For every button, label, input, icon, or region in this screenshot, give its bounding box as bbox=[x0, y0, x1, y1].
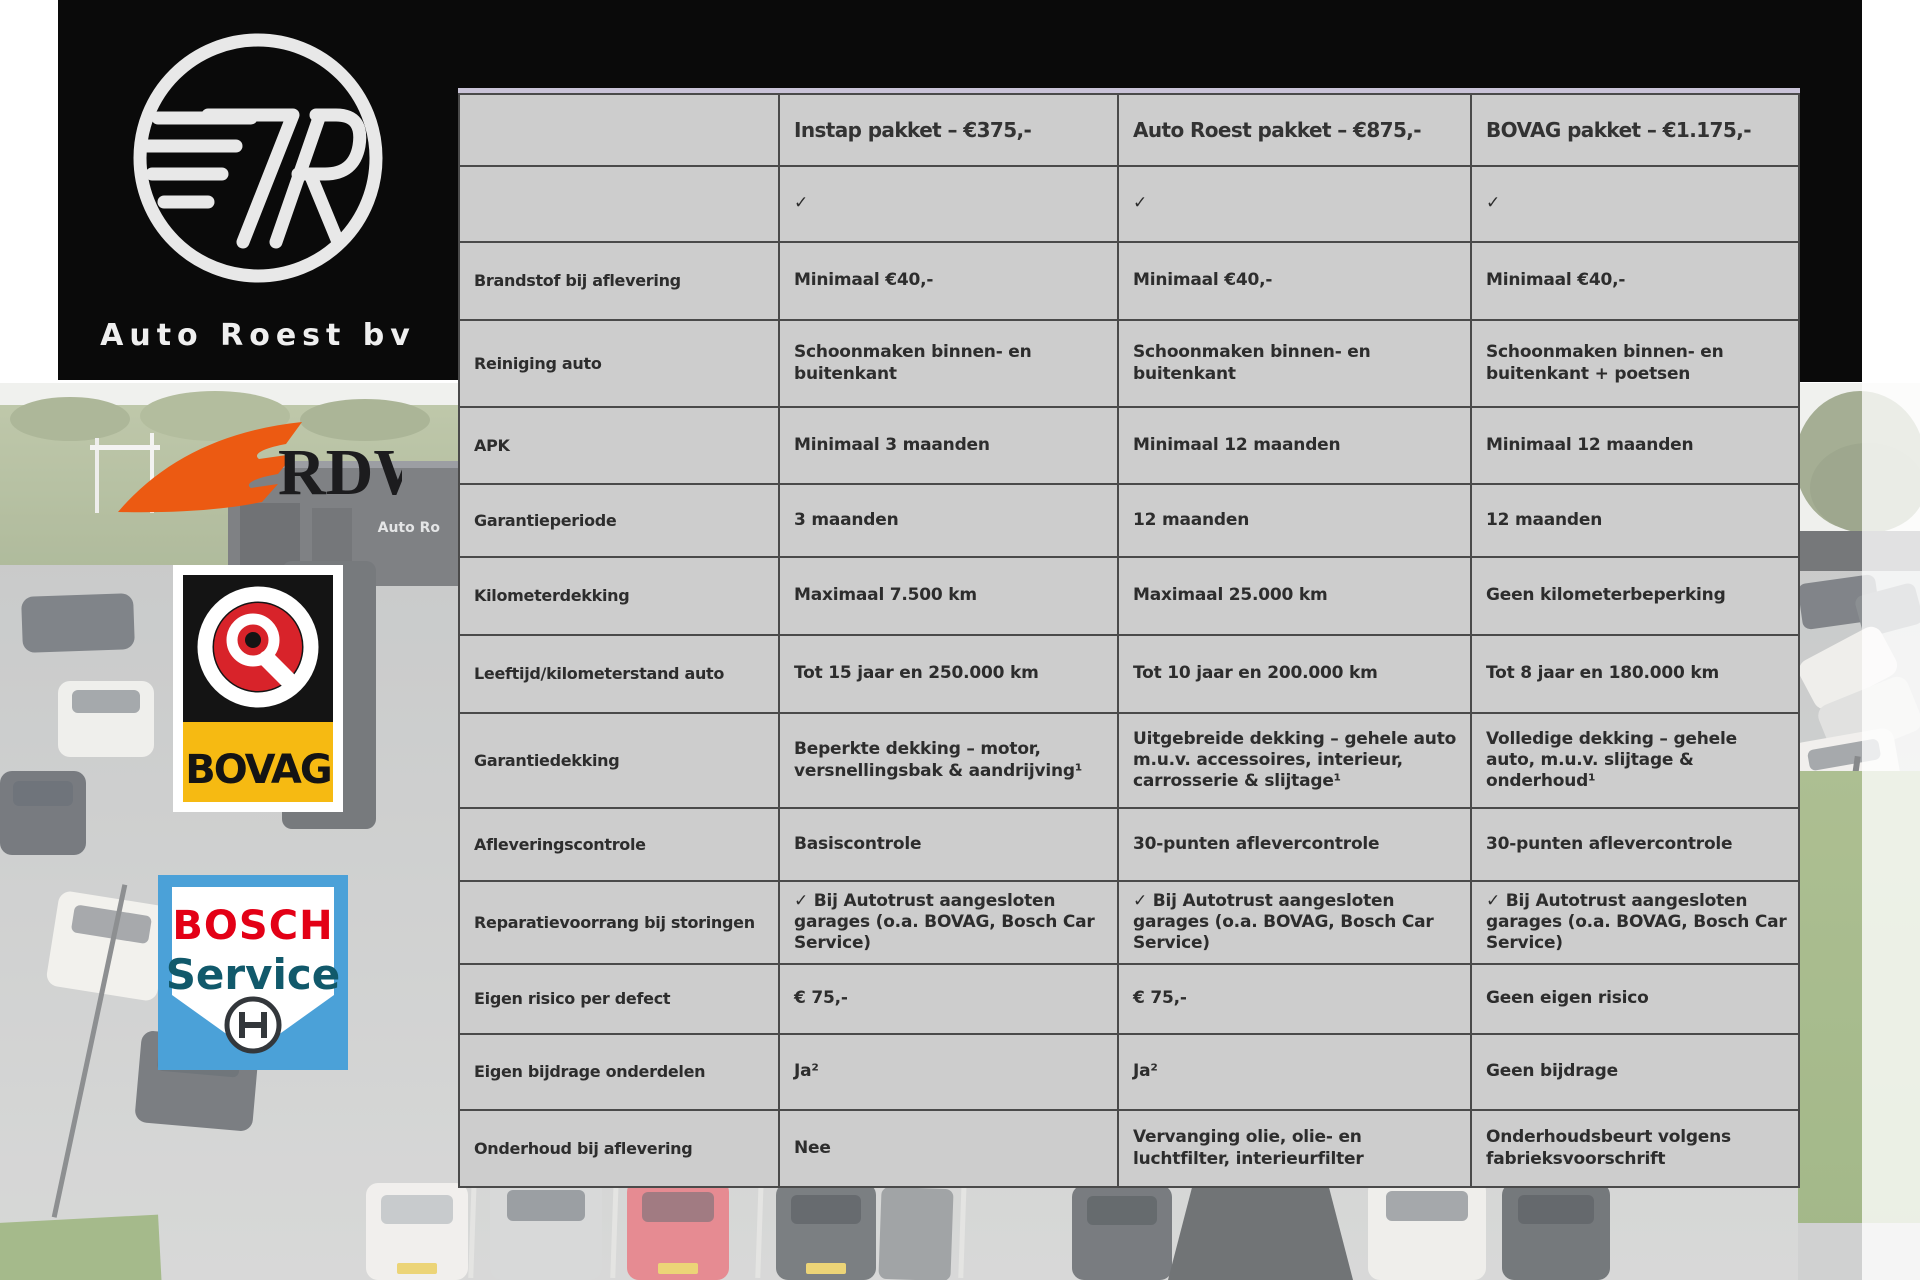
table-cell: Minimaal €40,- bbox=[1119, 243, 1470, 319]
table-cell: 30-punten aflevercontrole bbox=[1119, 809, 1470, 880]
column-header-auto-roest: Auto Roest pakket – €875,- bbox=[1119, 95, 1470, 165]
row-label: Leeftijd/kilometerstand auto bbox=[460, 636, 778, 712]
bosch-label: BOSCH bbox=[172, 903, 333, 949]
table-cell: ✓ Bij Autotrust aangesloten garages (o.a… bbox=[780, 882, 1117, 963]
row-label bbox=[460, 167, 778, 241]
table-cell: Ja² bbox=[780, 1035, 1117, 1109]
bovag-emblem-icon: BOVAG bbox=[183, 575, 333, 802]
table-cell: 3 maanden bbox=[780, 485, 1117, 556]
right-fade-strip bbox=[1862, 0, 1920, 1280]
auto-roest-7r-icon bbox=[133, 33, 383, 283]
table-cell: 12 maanden bbox=[1472, 485, 1798, 556]
table-cell: Uitgebreide dekking – gehele auto m.u.v.… bbox=[1119, 714, 1470, 807]
garage-door bbox=[312, 508, 352, 570]
column-header-bovag: BOVAG pakket – €1.175,- bbox=[1472, 95, 1798, 165]
right-black-panel bbox=[1800, 0, 1862, 382]
car-shape bbox=[58, 681, 154, 757]
gantry-bar bbox=[90, 445, 160, 450]
car-shape bbox=[1502, 1183, 1610, 1280]
flagpole bbox=[150, 433, 154, 513]
table-cell: Minimaal €40,- bbox=[780, 243, 1117, 319]
row-label: Onderhoud bij aflevering bbox=[460, 1111, 778, 1186]
van-shape bbox=[1368, 1179, 1486, 1280]
flagpole bbox=[95, 438, 99, 513]
tree-shape bbox=[10, 397, 130, 441]
table-cell: Basiscontrole bbox=[780, 809, 1117, 880]
table-cell: Tot 10 jaar en 200.000 km bbox=[1119, 636, 1470, 712]
table-cell: Vervanging olie, olie- en luchtfilter, i… bbox=[1119, 1111, 1470, 1186]
row-label: Afleveringscontrole bbox=[460, 809, 778, 880]
table-cell: ✓ Bij Autotrust aangesloten garages (o.a… bbox=[1119, 882, 1470, 963]
table-cell: Tot 8 jaar en 180.000 km bbox=[1472, 636, 1798, 712]
row-label: Eigen risico per defect bbox=[460, 965, 778, 1033]
table-cell: Schoonmaken binnen- en buitenkant + poet… bbox=[1472, 321, 1798, 406]
rdw-label: RDW bbox=[278, 436, 402, 509]
row-label: Brandstof bij aflevering bbox=[460, 243, 778, 319]
row-label: Reiniging auto bbox=[460, 321, 778, 406]
tree-shape bbox=[300, 399, 430, 441]
check-cell: ✓ bbox=[780, 167, 1117, 241]
car-shape bbox=[776, 1183, 876, 1280]
table-cell: Geen kilometerbeperking bbox=[1472, 558, 1798, 634]
check-cell: ✓ bbox=[1472, 167, 1798, 241]
row-label: Reparatievoorrang bij storingen bbox=[460, 882, 778, 963]
table-cell: Tot 15 jaar en 250.000 km bbox=[780, 636, 1117, 712]
table-cell: Nee bbox=[780, 1111, 1117, 1186]
package-comparison-table: Instap pakket – €375,- Auto Roest pakket… bbox=[458, 88, 1800, 1188]
car-shape bbox=[0, 771, 86, 855]
bovag-logo: BOVAG bbox=[173, 565, 343, 812]
table-cell: Minimaal 3 maanden bbox=[780, 408, 1117, 483]
table-cell: Schoonmaken binnen- en buitenkant bbox=[1119, 321, 1470, 406]
row-label: APK bbox=[460, 408, 778, 483]
dealer-wordmark: Auto Roest bv bbox=[100, 318, 416, 353]
table-cell: Maximaal 25.000 km bbox=[1119, 558, 1470, 634]
table-cell: Minimaal 12 maanden bbox=[1119, 408, 1470, 483]
dark-canopy bbox=[1168, 1173, 1353, 1280]
table-cell: Volledige dekking – gehele auto, m.u.v. … bbox=[1472, 714, 1798, 807]
table-cell: Schoonmaken binnen- en buitenkant bbox=[780, 321, 1117, 406]
table-cell: Geen eigen risico bbox=[1472, 965, 1798, 1033]
building-sign: Auto Ro bbox=[377, 520, 440, 536]
table-cell: € 75,- bbox=[1119, 965, 1470, 1033]
table-cell: ✓ Bij Autotrust aangesloten garages (o.a… bbox=[1472, 882, 1798, 963]
row-label: Garantiedekking bbox=[460, 714, 778, 807]
bosch-service-label: Service bbox=[166, 950, 341, 999]
check-cell: ✓ bbox=[1119, 167, 1470, 241]
corner-cell bbox=[460, 95, 778, 165]
red-car-shape bbox=[627, 1180, 729, 1280]
bovag-label: BOVAG bbox=[185, 747, 330, 793]
table-cell: € 75,- bbox=[780, 965, 1117, 1033]
table-cell: Beperkte dekking – motor, versnellingsba… bbox=[780, 714, 1117, 807]
car-shape bbox=[366, 1183, 468, 1280]
bosch-service-logo: BOSCH Service bbox=[158, 875, 348, 1070]
table-cell: 30-punten aflevercontrole bbox=[1472, 809, 1798, 880]
bosch-shield-icon: BOSCH Service bbox=[158, 875, 348, 1070]
column-header-instap: Instap pakket – €375,- bbox=[780, 95, 1117, 165]
row-label: Eigen bijdrage onderdelen bbox=[460, 1035, 778, 1109]
table-cell: Minimaal €40,- bbox=[1472, 243, 1798, 319]
table-cell: Minimaal 12 maanden bbox=[1472, 408, 1798, 483]
row-label: Kilometerdekking bbox=[460, 558, 778, 634]
row-label: Garantieperiode bbox=[460, 485, 778, 556]
table-cell: Geen bijdrage bbox=[1472, 1035, 1798, 1109]
table-cell: Ja² bbox=[1119, 1035, 1470, 1109]
rdw-wing-icon: RDW bbox=[118, 422, 439, 513]
table-cell: 12 maanden bbox=[1119, 485, 1470, 556]
rdw-logo: RDW bbox=[112, 412, 439, 517]
car-shape bbox=[1072, 1185, 1172, 1280]
table-cell: Onderhoudsbeurt volgens fabrieksvoorschr… bbox=[1472, 1111, 1798, 1186]
car-shape bbox=[490, 1178, 602, 1280]
auto-roest-logo: Auto Roest bv bbox=[58, 0, 458, 380]
table-cell: Maximaal 7.500 km bbox=[780, 558, 1117, 634]
